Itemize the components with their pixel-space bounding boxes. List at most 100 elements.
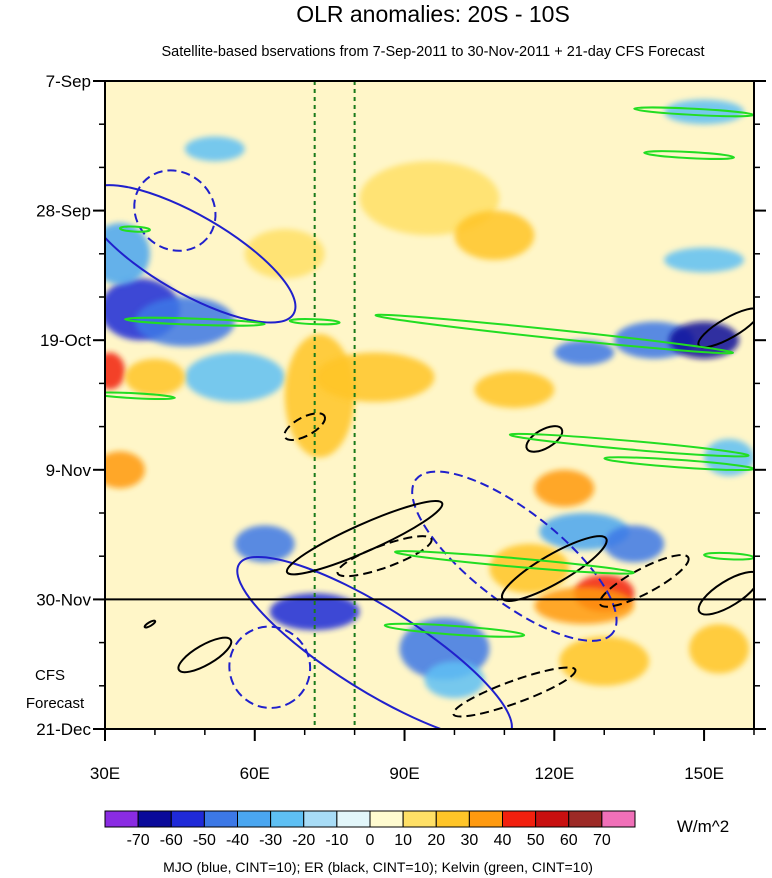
colorbar-swatch-7	[336, 810, 371, 828]
colorbar-label: -70	[127, 832, 150, 849]
colorbar-swatch-14	[568, 810, 603, 828]
x-tick-label: 90E	[389, 764, 419, 783]
colorbar-label: 30	[460, 832, 478, 849]
x-tick-label: 30E	[90, 764, 120, 783]
kelvin-contour-16	[374, 313, 735, 355]
colorbar-swatch-8	[369, 810, 404, 828]
anomaly-blob-28	[474, 371, 555, 409]
anomaly-blob-29	[559, 636, 650, 686]
y-tick-label: 21-Dec	[36, 720, 91, 739]
er-contour-11	[697, 570, 754, 616]
kelvin-contour-21	[124, 316, 266, 327]
x-axis: 30E 60E 90E 120E 150E	[90, 729, 755, 783]
er-contour-10	[598, 554, 690, 608]
kelvin-contour-22	[288, 318, 341, 326]
kelvin-contour-27	[105, 391, 176, 400]
anomaly-blob-9	[314, 352, 435, 402]
y-tick-label: 9-Nov	[46, 461, 92, 480]
forecast-label-line2: Forecast	[26, 695, 85, 712]
colorbar-label: -40	[226, 832, 249, 849]
anomaly-blob-1	[134, 297, 235, 347]
anomaly-blob-26	[534, 469, 595, 507]
colorbar-label: 0	[366, 832, 375, 849]
mjo-contour-4	[411, 470, 618, 642]
colorbar-swatch-4	[237, 810, 272, 828]
chart-subtitle: Satellite-based bservations from 7-Sep-2…	[161, 44, 704, 60]
colorbar-label: -10	[325, 832, 348, 849]
colorbar-swatch-13	[535, 810, 570, 828]
colorbar-swatch-9	[402, 810, 437, 828]
anomaly-blob-15	[424, 661, 485, 699]
anomaly-blob-23	[664, 247, 745, 273]
anomaly-blob-30	[689, 624, 750, 674]
er-contour-14	[452, 666, 577, 718]
colorbar-label: -60	[160, 832, 183, 849]
anomaly-blob-5	[105, 352, 125, 390]
mjo-contour-0	[133, 169, 217, 252]
contour-legend: MJO (blue, CINT=10); ER (black, CINT=10)…	[163, 859, 593, 875]
plot-frame	[104, 80, 755, 730]
anomaly-blob-10	[359, 161, 500, 236]
colorbar-label: -20	[292, 832, 315, 849]
colorbar-swatch-10	[435, 810, 470, 828]
chart-title: OLR anomalies: 20S - 10S	[296, 1, 570, 27]
colorbar-label: 40	[494, 832, 512, 849]
reference-lines	[313, 81, 356, 729]
colorbar-label: 60	[560, 832, 578, 849]
mjo-contour-1	[105, 184, 297, 324]
colorbar-swatch-0	[104, 810, 139, 828]
kelvin-contour-19	[394, 550, 635, 575]
anomaly-blob-7	[105, 451, 145, 489]
x-tick-label: 60E	[240, 764, 270, 783]
colorbar-unit: W/m^2	[677, 817, 729, 836]
colorbar-label: -30	[259, 832, 282, 849]
anomaly-blob-11	[244, 229, 325, 279]
er-contour-12	[697, 307, 754, 349]
anomaly-blob-21	[604, 525, 665, 563]
y-tick-label: 19-Oct	[40, 331, 91, 350]
colorbar-label: 50	[527, 832, 545, 849]
x-tick-label: 150E	[684, 764, 724, 783]
y-tick-label: 28-Sep	[36, 202, 91, 221]
colorbar-swatch-12	[502, 810, 537, 828]
colorbar-swatch-11	[468, 810, 503, 828]
x-tick-label: 120E	[534, 764, 574, 783]
anomaly-blob-2	[105, 222, 150, 285]
colorbar-swatch-6	[303, 810, 338, 828]
y-tick-label: 7-Sep	[46, 72, 91, 91]
colorbar-swatch-3	[203, 810, 238, 828]
er-contour-13	[177, 636, 233, 674]
mjo-contour-3	[236, 555, 513, 729]
anomaly-blob-18	[554, 340, 615, 365]
colorbar-label: 70	[593, 832, 611, 849]
kelvin-contour-25	[629, 71, 679, 79]
anomaly-blob-3	[184, 136, 245, 162]
wave-contours	[105, 71, 754, 729]
anomaly-blob-4	[184, 352, 285, 402]
er-contour-7	[283, 412, 326, 441]
forecast-label-line1: CFS	[35, 667, 65, 684]
anomaly-blob-12	[234, 525, 295, 563]
mjo-contour-2	[228, 625, 312, 709]
y-tick-label: 30-Nov	[36, 590, 91, 609]
er-contour-8	[525, 425, 564, 453]
anomaly-blob-22	[664, 99, 745, 125]
colorbar-label: -50	[193, 832, 216, 849]
colorbar-swatch-5	[270, 810, 305, 828]
kelvin-contour-24	[643, 150, 735, 160]
colorbar-swatch-15	[601, 810, 636, 828]
kelvin-contour-17	[508, 432, 750, 458]
er-contour-6	[336, 535, 433, 578]
colorbar-swatch-2	[170, 810, 205, 828]
colorbar-label: 20	[427, 832, 445, 849]
anomaly-blob-31	[454, 210, 535, 260]
er-contour-15	[143, 619, 157, 629]
colorbar: -70 -60 -50 -40 -30 -20 -10 0 10 20 30 40 50 60 70	[104, 810, 636, 849]
colorbar-label: 10	[394, 832, 412, 849]
y-axis: 7-Sep 28-Sep 19-Oct 9-Nov 30-Nov 21-Dec	[36, 72, 766, 739]
anomaly-blob-6	[124, 358, 185, 396]
kelvin-contour-20	[383, 622, 526, 638]
colorbar-swatch-1	[137, 810, 172, 828]
kelvin-contour-26	[118, 225, 151, 233]
